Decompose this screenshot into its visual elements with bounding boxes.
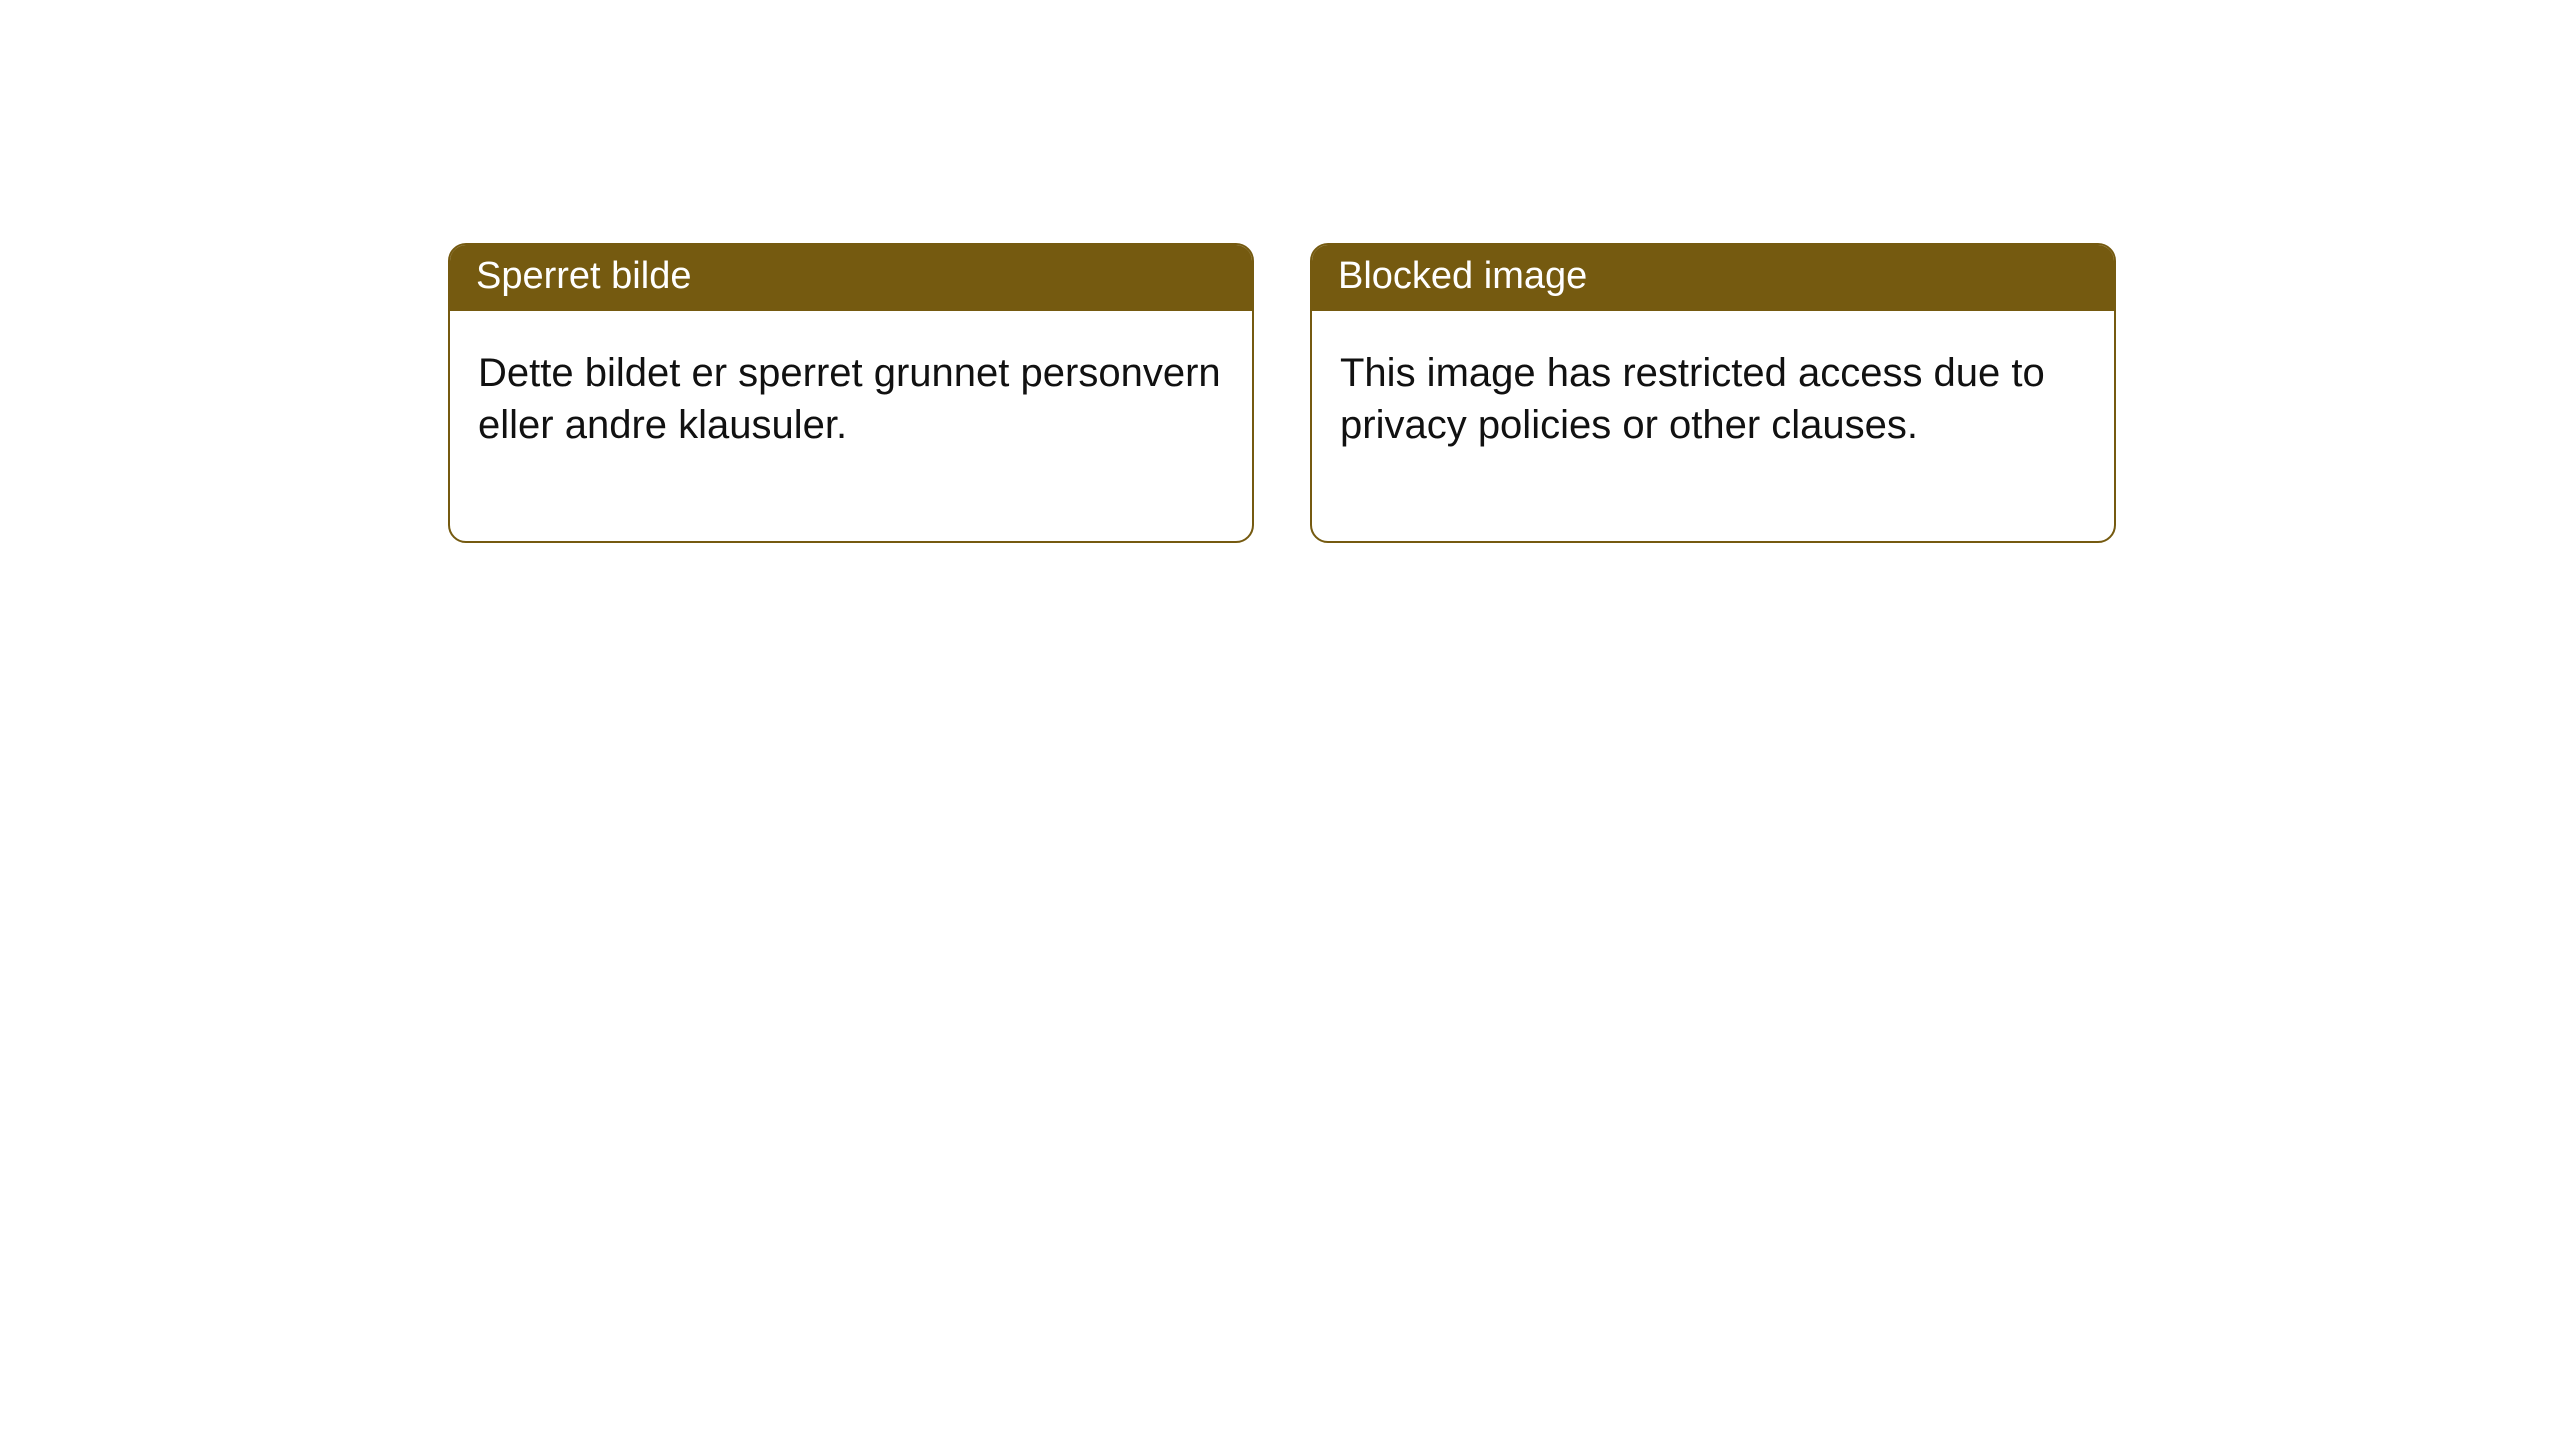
notice-title-english: Blocked image	[1312, 245, 2114, 311]
notice-card-norwegian: Sperret bilde Dette bildet er sperret gr…	[448, 243, 1254, 543]
notice-body-norwegian: Dette bildet er sperret grunnet personve…	[450, 311, 1252, 541]
notice-title-norwegian: Sperret bilde	[450, 245, 1252, 311]
notice-body-english: This image has restricted access due to …	[1312, 311, 2114, 541]
notice-card-english: Blocked image This image has restricted …	[1310, 243, 2116, 543]
notice-container: Sperret bilde Dette bildet er sperret gr…	[0, 0, 2560, 543]
